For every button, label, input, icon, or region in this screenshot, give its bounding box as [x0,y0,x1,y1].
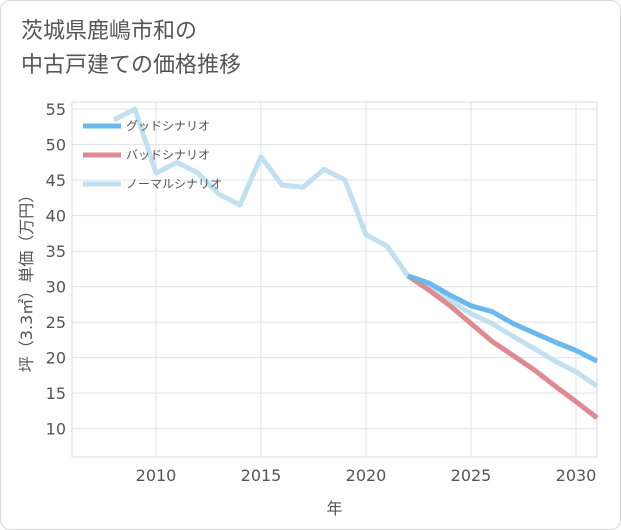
y-tick-label: 25 [46,313,66,332]
y-tick-label: 45 [46,171,66,190]
y-axis-label: 坪（3.3㎡）単価（万円） [17,187,36,372]
x-tick-label: 2030 [556,466,597,485]
y-tick-label: 35 [46,242,66,261]
x-tick-labels: 2010 2015 2020 2025 2030 [136,466,597,485]
series-lines [112,106,599,420]
x-axis-label: 年 [326,499,342,518]
y-tick-label: 20 [46,349,66,368]
plot-border [71,101,598,458]
chart-title: 茨城県鹿嶋市和の 中古戸建ての価格推移 [21,19,242,78]
x-tick-label: 2025 [451,466,492,485]
x-tick-label: 2020 [346,466,387,485]
legend-label: ノーマルシナリオ [126,177,222,191]
y-tick-label: 30 [46,278,66,297]
y-tick-label: 15 [46,384,66,403]
y-tick-label: 55 [46,100,66,119]
series-line-0 [407,273,599,364]
x-tick-label: 2010 [136,466,177,485]
y-tick-label: 50 [46,136,66,155]
x-tick-label: 2015 [241,466,282,485]
series-line-1 [406,273,599,420]
legend-label: バッドシナリオ [126,148,210,162]
legend-label: グッドシナリオ [126,119,210,133]
series-line-2 [112,106,599,389]
y-tick-label: 10 [46,420,66,439]
y-tick-label: 40 [46,207,66,226]
y-tick-labels: 10 15 20 25 30 35 40 45 50 55 [46,100,66,439]
